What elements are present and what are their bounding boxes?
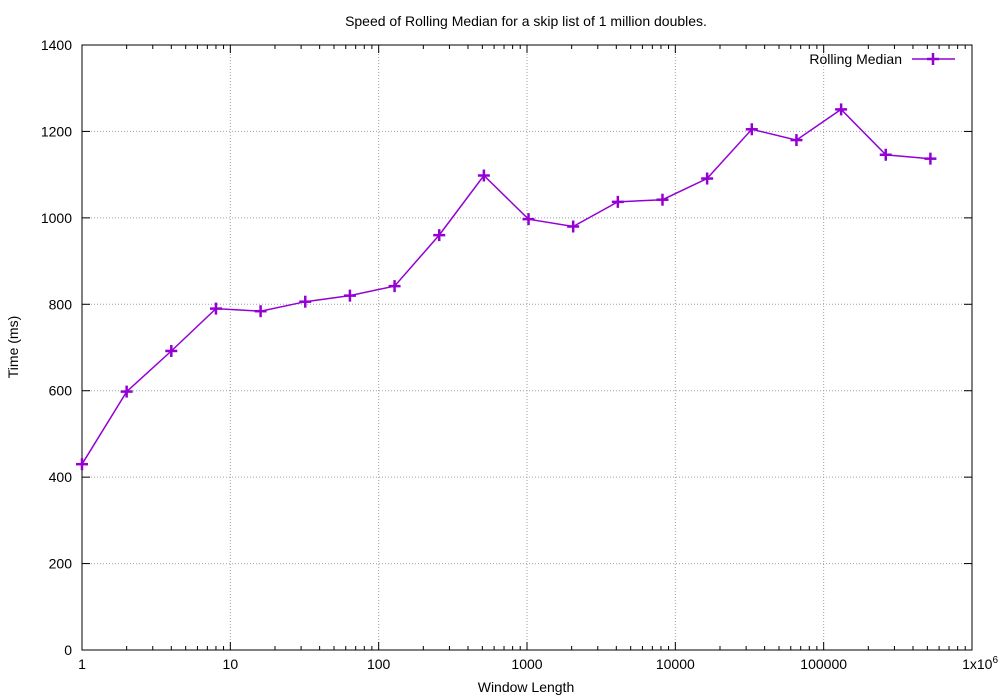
series	[76, 103, 937, 471]
data-point	[790, 134, 803, 147]
series-line	[81, 108, 931, 465]
data-point	[745, 123, 758, 136]
y-tick-label: 1200	[41, 123, 72, 139]
data-point	[522, 213, 535, 226]
x-tick-label: 1x106	[962, 655, 998, 672]
y-tick-label: 400	[49, 469, 73, 485]
y-axis-label: Time (ms)	[5, 316, 21, 378]
data-point	[388, 280, 401, 293]
data-point	[611, 195, 624, 208]
grid	[82, 45, 972, 650]
y-tick-label: 0	[64, 642, 72, 658]
x-axis-label: Window Length	[478, 679, 575, 695]
y-tick-label: 1000	[41, 210, 72, 226]
data-point	[299, 295, 312, 308]
data-point	[701, 172, 714, 185]
tick-labels: 0 200 400 600 800 1000 1200 1400 1 10 100 1000 10000…	[41, 37, 999, 672]
y-tick-label: 800	[49, 296, 73, 312]
data-point	[567, 220, 580, 233]
data-point	[924, 152, 937, 165]
data-point	[254, 305, 267, 318]
x-tick-label: 1	[78, 656, 86, 672]
data-point	[343, 289, 356, 302]
chart-title: Speed of Rolling Median for a skip list …	[345, 13, 707, 29]
data-point	[433, 229, 446, 242]
x-tick-label: 1000	[511, 656, 542, 672]
data-point	[209, 302, 222, 315]
data-point	[165, 344, 178, 357]
legend-marker	[927, 53, 939, 65]
data-point	[477, 169, 490, 182]
legend: Rolling Median	[809, 51, 955, 67]
y-tick-label: 600	[49, 383, 73, 399]
legend-label: Rolling Median	[809, 51, 902, 67]
data-point	[879, 148, 892, 161]
x-tick-label: 10000	[656, 656, 695, 672]
x-tick-label: 100	[367, 656, 391, 672]
y-tick-label: 200	[49, 556, 73, 572]
data-point	[835, 103, 848, 116]
y-tick-label: 1400	[41, 37, 72, 53]
data-point	[120, 385, 133, 398]
x-tick-label: 10	[223, 656, 239, 672]
plot-frame	[81, 44, 973, 651]
x-tick-label: 100000	[800, 656, 847, 672]
data-point	[76, 458, 88, 471]
data-point	[656, 193, 669, 206]
